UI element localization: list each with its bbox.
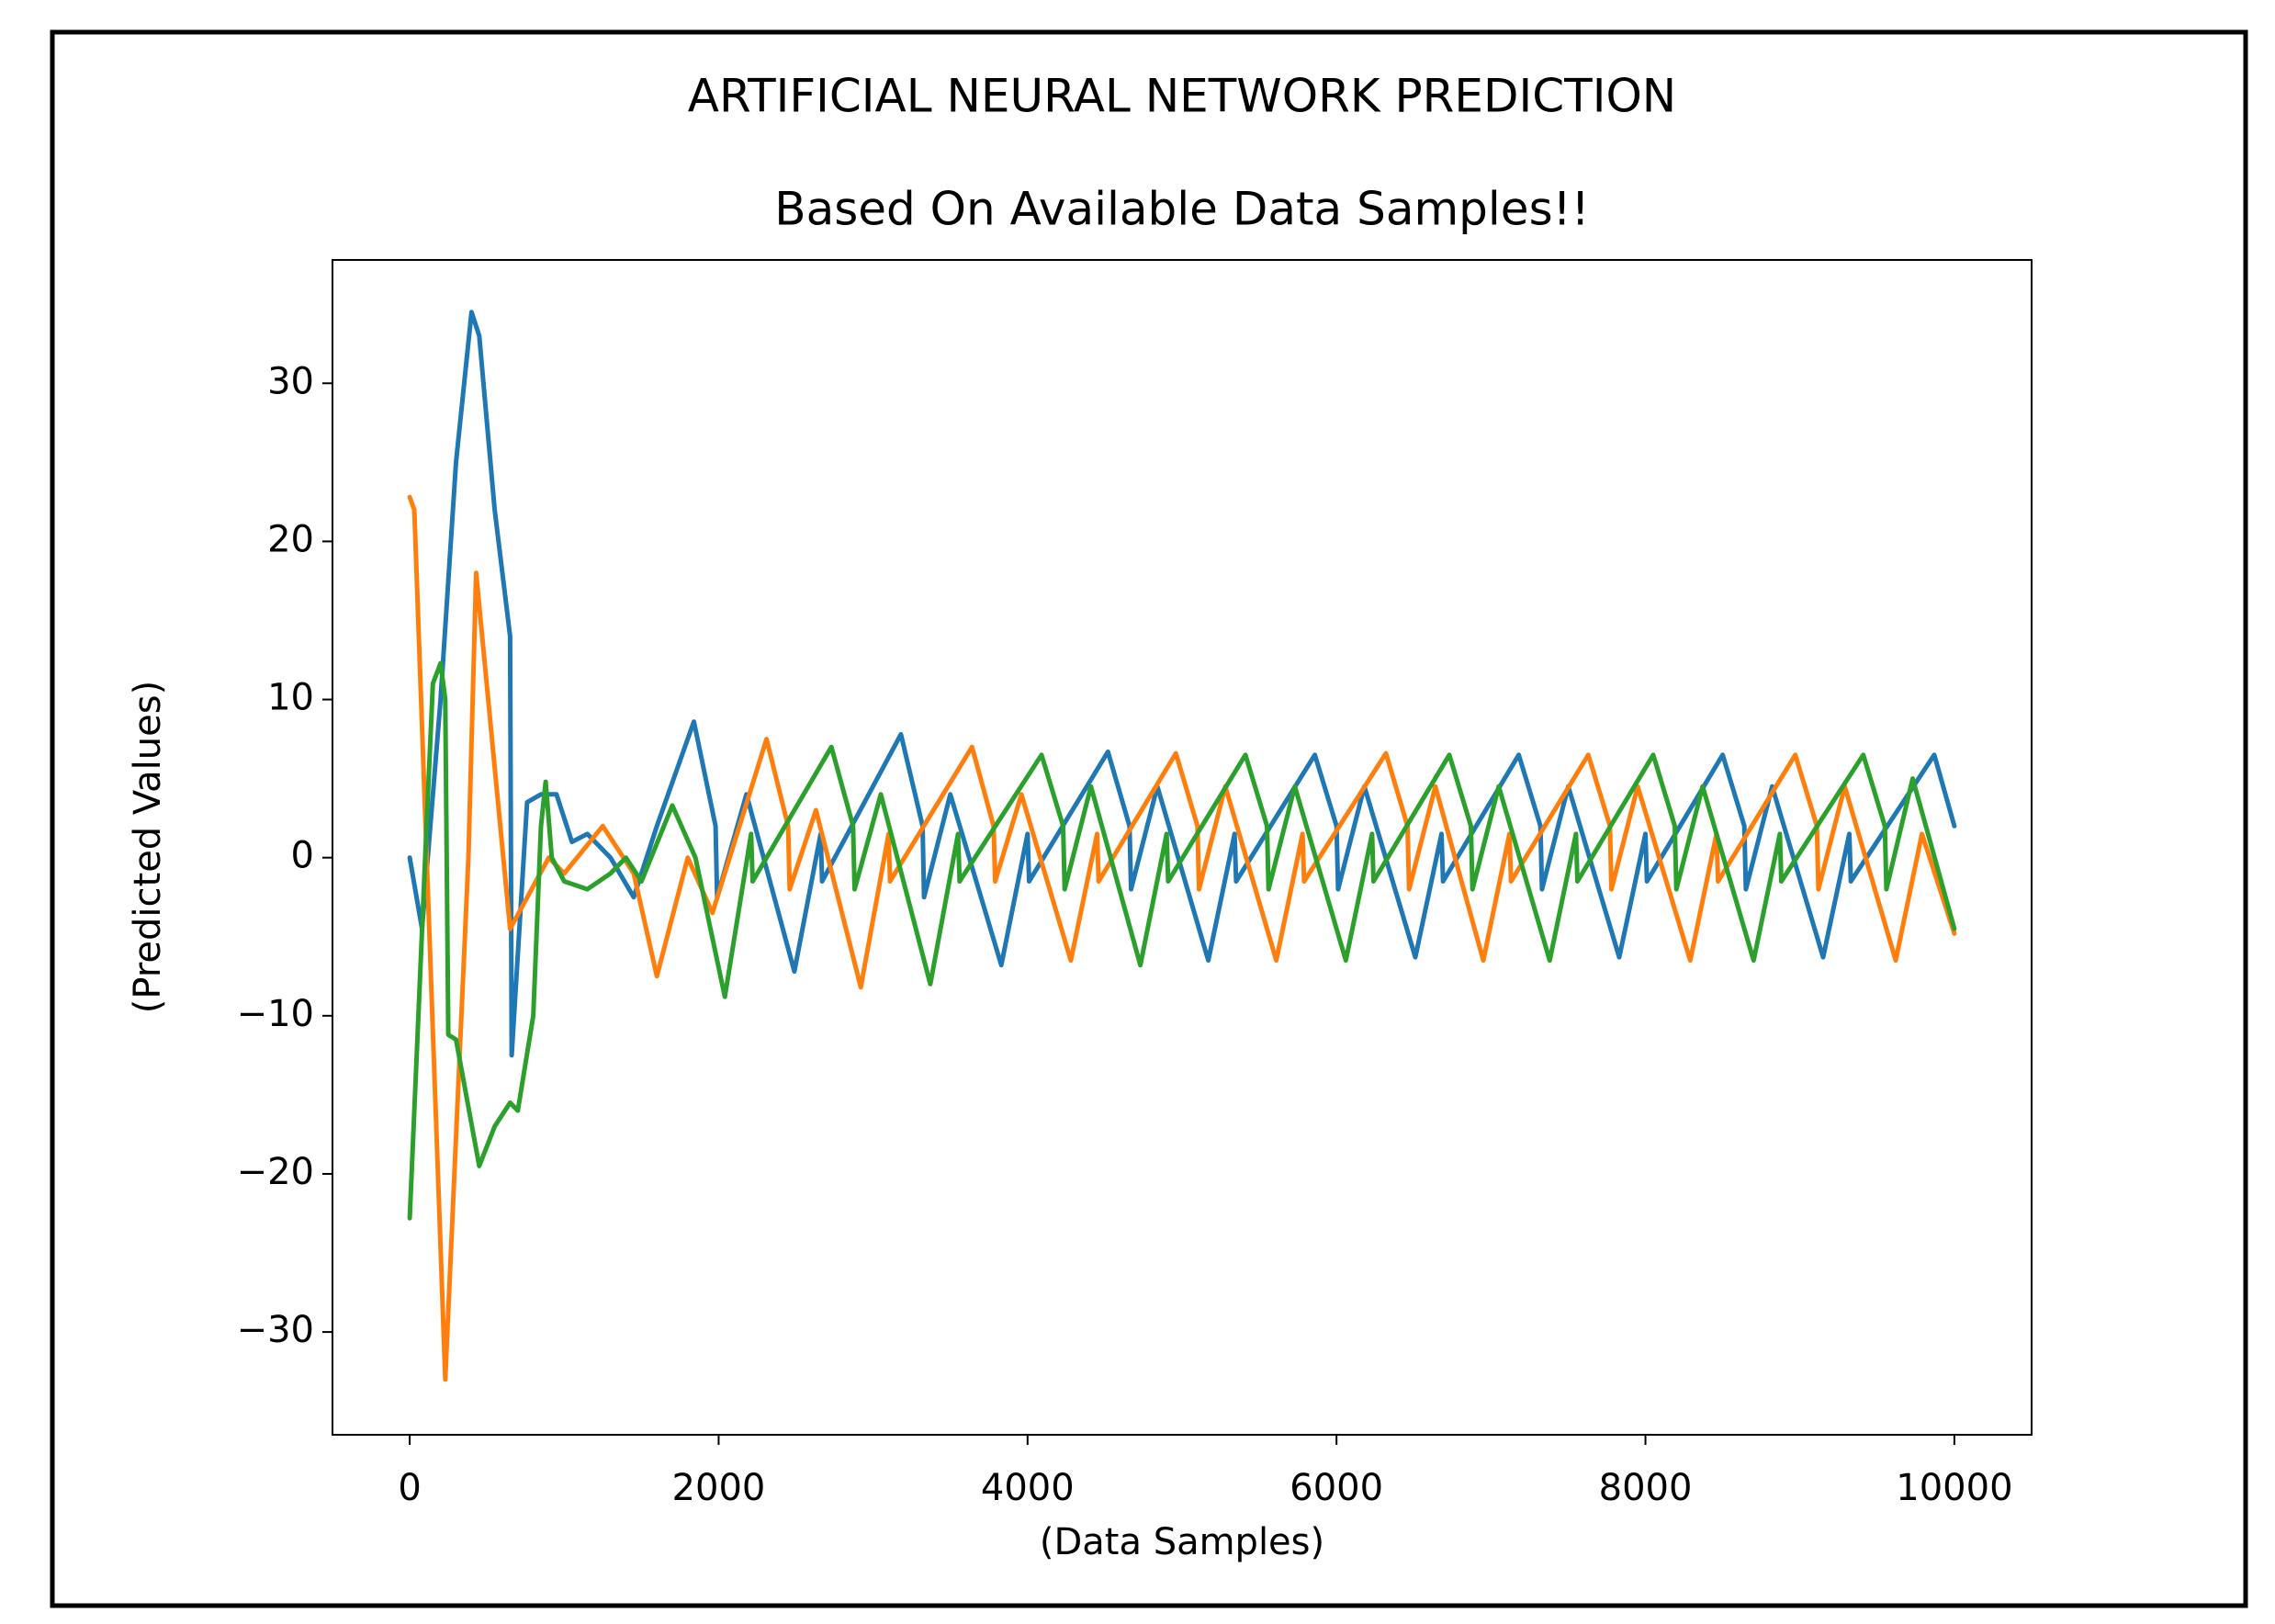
y-tick-label: −10: [237, 993, 314, 1035]
x-axis-label: (Data Samples): [1040, 1521, 1324, 1563]
x-tick-label: 4000: [981, 1467, 1075, 1509]
y-tick-label: 0: [291, 835, 314, 877]
y-axis-label: (Predicted Values): [127, 681, 169, 1013]
x-tick-label: 6000: [1290, 1467, 1383, 1509]
x-tick-label: 0: [398, 1467, 421, 1509]
y-tick-label: −30: [237, 1309, 314, 1351]
chart-title: ARTIFICIAL NEURAL NETWORK PREDICTION: [688, 70, 1676, 123]
x-tick-label: 10000: [1896, 1467, 2012, 1509]
y-tick-label: 20: [267, 518, 314, 560]
series-line: [407, 310, 1957, 1058]
plot-area: [332, 259, 2033, 1436]
y-tick-label: −20: [237, 1151, 314, 1193]
chart-subtitle: Based On Available Data Samples!!: [774, 183, 1589, 236]
x-tick-label: 2000: [672, 1467, 766, 1509]
x-tick-label: 8000: [1599, 1467, 1693, 1509]
y-tick-label: 10: [267, 677, 314, 719]
series-line: [407, 660, 1957, 1221]
y-tick-label: 30: [267, 360, 314, 402]
